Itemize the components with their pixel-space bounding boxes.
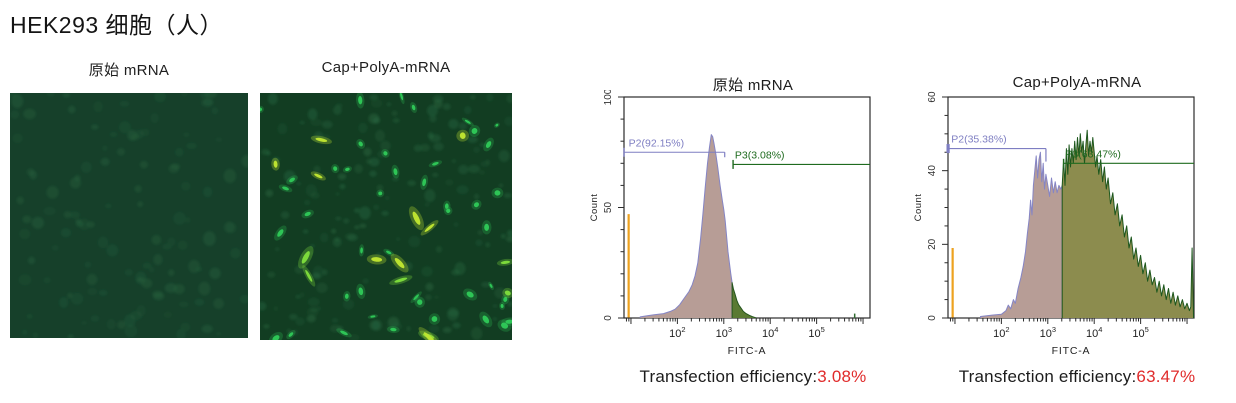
flow-cytometry-histogram-raw-mrna: 0 50 100 102 103 104 105 P2(92.15%) P3(3.08%) Cou… [588, 88, 918, 370]
svg-text:FITC-A: FITC-A [728, 345, 767, 357]
svg-text:105: 105 [1132, 325, 1148, 340]
transfection-efficiency-value: 63.47% [1136, 367, 1196, 386]
svg-text:104: 104 [1086, 325, 1102, 340]
svg-text:104: 104 [762, 325, 778, 340]
svg-text:103: 103 [716, 325, 732, 340]
svg-text:Count: Count [589, 194, 600, 222]
svg-text:P2(35.38%): P2(35.38%) [951, 134, 1006, 146]
transfection-efficiency-label: Transfection efficiency: [639, 367, 818, 386]
svg-text:20: 20 [927, 238, 938, 250]
microscopy-label-cap-polya-mrna: Cap+PolyA-mRNA [321, 59, 451, 76]
flow-plot-title-cap-polya-mrna: Cap+PolyA-mRNA [1012, 74, 1142, 91]
microscopy-label-raw-mrna: 原始 mRNA [88, 62, 170, 79]
svg-text:0: 0 [927, 315, 938, 321]
transfection-efficiency-value: 3.08% [817, 367, 867, 386]
flow-plot-svg: 0 50 100 102 103 104 105 P2(92.15%) P3(3.08%) Cou… [589, 88, 871, 357]
page-title: HEK293 细胞（人） [10, 12, 224, 38]
transfection-efficiency-label: Transfection efficiency: [958, 367, 1137, 386]
microscopy-photo [256, 88, 518, 351]
transfection-efficiency-caption: Transfection efficiency:63.47% [912, 367, 1236, 387]
microscopy-photo [8, 89, 253, 341]
svg-text:P3(63.47%): P3(63.47%) [1065, 148, 1120, 160]
flow-cytometry-histogram-cap-polya-mrna: 0 20 40 60 102 103 104 105 P2(35.38%) P3(63.47%) C… [912, 90, 1236, 370]
svg-text:50: 50 [603, 202, 614, 214]
svg-text:102: 102 [993, 325, 1009, 340]
svg-text:102: 102 [669, 325, 685, 340]
svg-text:0: 0 [603, 315, 614, 321]
svg-text:P3(3.08%): P3(3.08%) [735, 149, 785, 161]
svg-text:FITC-A: FITC-A [1052, 345, 1091, 357]
svg-text:40: 40 [927, 165, 938, 177]
svg-text:P2(92.15%): P2(92.15%) [629, 137, 684, 149]
svg-text:105: 105 [808, 325, 824, 340]
transfection-efficiency-caption: Transfection efficiency:3.08% [588, 367, 918, 387]
svg-text:100: 100 [603, 90, 614, 105]
flow-plot-title-raw-mrna: 原始 mRNA [712, 77, 794, 94]
microscopy-image-raw-mrna [8, 89, 253, 341]
svg-text:103: 103 [1040, 325, 1056, 340]
microscopy-image-cap-polya-mrna [256, 88, 518, 351]
svg-text:60: 60 [927, 91, 938, 103]
flow-plot-svg: 0 20 40 60 102 103 104 105 P2(35.38%) P3(63.47%) C… [913, 91, 1195, 357]
svg-text:Count: Count [913, 194, 924, 222]
